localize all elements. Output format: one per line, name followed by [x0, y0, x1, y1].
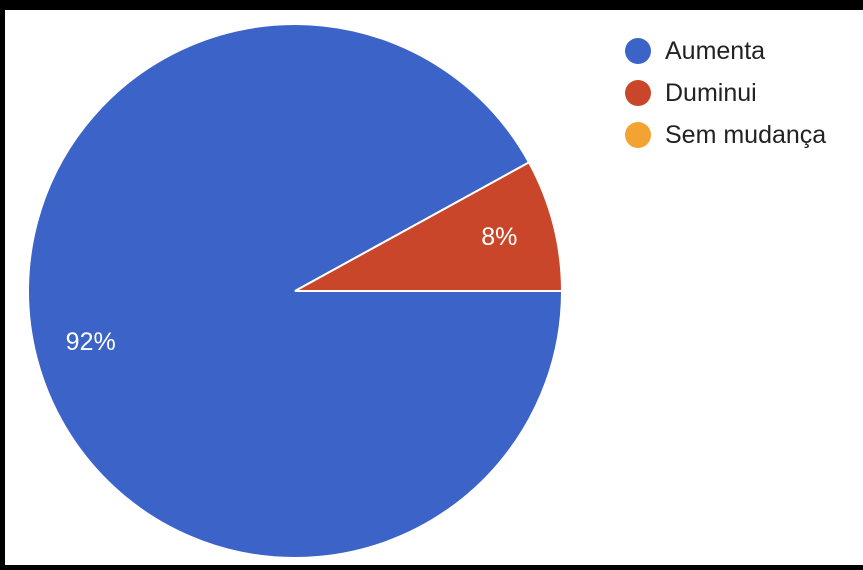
legend-swatch-duminui	[625, 80, 651, 106]
legend-item-duminui: Duminui	[625, 72, 826, 114]
legend-swatch-sem-mudanca	[625, 122, 651, 148]
legend-label-sem-mudanca: Sem mudança	[665, 121, 826, 150]
legend-label-duminui: Duminui	[665, 79, 757, 108]
legend-label-aumenta: Aumenta	[665, 37, 765, 66]
data-label-aumenta: 92%	[66, 328, 116, 356]
legend: Aumenta Duminui Sem mudança	[625, 30, 826, 156]
legend-swatch-aumenta	[625, 38, 651, 64]
data-label-duminui: 8%	[481, 223, 517, 251]
legend-item-aumenta: Aumenta	[625, 30, 826, 72]
legend-item-sem-mudanca: Sem mudança	[625, 114, 826, 156]
